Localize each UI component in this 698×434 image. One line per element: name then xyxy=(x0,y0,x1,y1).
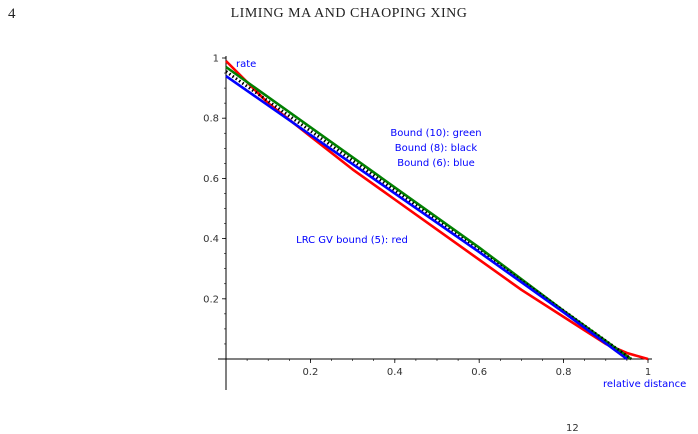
footer-superscript: 12 xyxy=(566,423,579,434)
page-number: 4 xyxy=(8,6,16,22)
y-tick-label: 1 xyxy=(213,54,219,65)
running-head: LIMING MA AND CHAOPING XING xyxy=(230,6,468,21)
annotation-green: Bound (10): green xyxy=(390,128,481,139)
y-tick-label: 0.8 xyxy=(203,114,219,125)
y-tick-label: 0.2 xyxy=(203,294,219,305)
annotation-black: Bound (8): black xyxy=(395,143,478,154)
x-tick-label: 0.4 xyxy=(387,367,403,378)
x-tick-label: 0.8 xyxy=(556,367,572,378)
y-tick-label: 0.4 xyxy=(203,234,219,245)
y-axis-label: rate xyxy=(236,59,256,70)
series-line-3 xyxy=(225,75,628,361)
annotation-red: LRC GV bound (5): red xyxy=(296,235,408,246)
y-tick-label: 0.6 xyxy=(203,174,219,185)
x-tick-label: 0.2 xyxy=(302,367,318,378)
series-line-0 xyxy=(225,60,649,361)
x-axis-label: relative distance xyxy=(603,379,686,390)
annotation-blue: Bound (6): blue xyxy=(397,158,475,169)
series-line-1 xyxy=(225,65,632,361)
x-tick-label: 0.6 xyxy=(471,367,487,378)
x-tick-label: 1 xyxy=(645,367,651,378)
